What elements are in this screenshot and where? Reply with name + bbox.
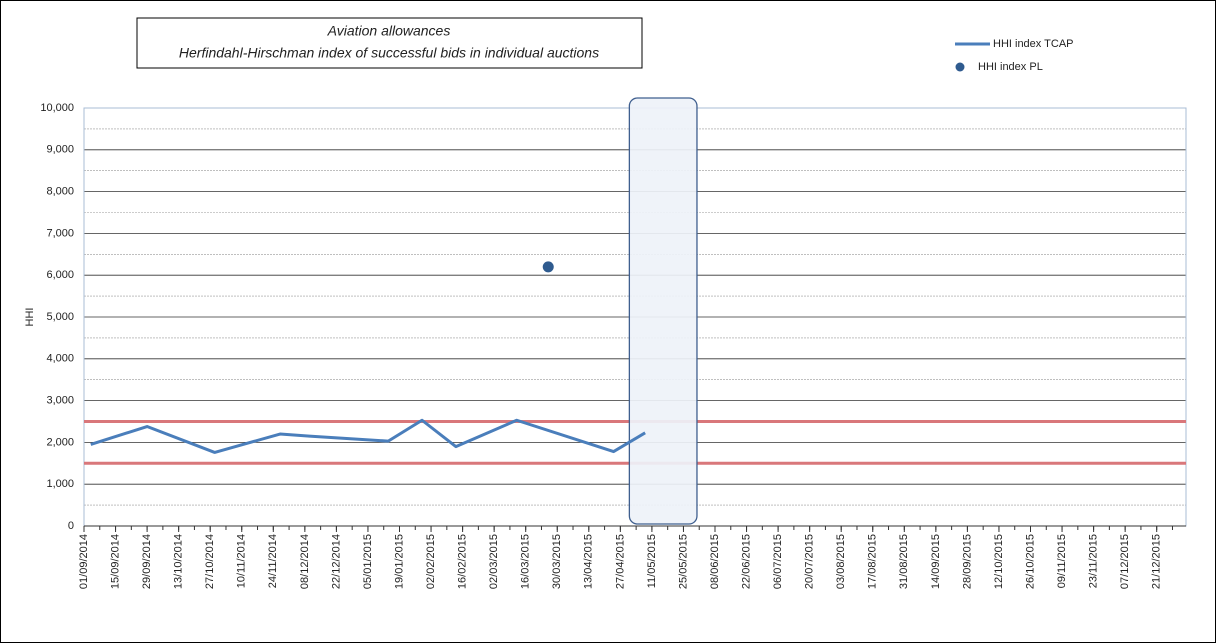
y-tick-label: 3,000 [46, 395, 74, 407]
y-axis-label: HHI [24, 308, 36, 327]
x-tick-label: 09/11/2015 [1056, 534, 1068, 588]
x-tick-label: 24/11/2014 [267, 534, 279, 588]
x-tick-label: 16/03/2015 [520, 534, 532, 589]
x-tick-label: 27/10/2014 [204, 534, 216, 589]
y-tick-label: 9,000 [46, 144, 74, 156]
y-tick-label: 4,000 [46, 353, 74, 365]
x-tick-label: 02/03/2015 [488, 534, 500, 589]
y-tick-label: 7,000 [46, 227, 74, 239]
y-tick-label: 1,000 [46, 478, 74, 490]
y-tick-label: 2,000 [46, 436, 74, 448]
x-tick-label: 23/11/2015 [1088, 534, 1100, 588]
x-tick-label: 27/04/2015 [614, 534, 626, 589]
x-tick-label: 16/02/2015 [457, 534, 469, 589]
x-tick-label: 22/12/2014 [330, 534, 342, 589]
x-tick-label: 03/08/2015 [835, 534, 847, 589]
y-tick-label: 10,000 [40, 102, 74, 114]
legend-label: HHI index PL [978, 61, 1043, 73]
chart-subtitle: Herfindahl-Hirschman index of successful… [179, 45, 599, 61]
x-tick-label: 10/11/2014 [236, 534, 248, 588]
x-tick-label: 12/10/2015 [993, 534, 1005, 589]
x-tick-label: 29/09/2014 [141, 534, 153, 589]
x-tick-label: 22/06/2015 [740, 534, 752, 589]
x-tick-label: 01/09/2014 [78, 534, 90, 589]
y-tick-label: 8,000 [46, 186, 74, 198]
x-tick-label: 21/12/2015 [1151, 534, 1163, 589]
x-tick-label: 20/07/2015 [804, 534, 816, 589]
data-point [542, 261, 554, 273]
chart-title: Aviation allowances [327, 23, 451, 39]
x-tick-label: 08/06/2015 [709, 534, 721, 589]
legend-label: HHI index TCAP [993, 38, 1074, 50]
x-tick-label: 13/04/2015 [583, 534, 595, 589]
highlight-box [628, 97, 698, 525]
x-tick-label: 06/07/2015 [772, 534, 784, 589]
y-tick-label: 6,000 [46, 269, 74, 281]
x-tick-label: 28/09/2015 [961, 534, 973, 589]
x-tick-label: 17/08/2015 [867, 534, 879, 589]
x-tick-label: 07/12/2015 [1119, 534, 1131, 589]
x-tick-label: 05/01/2015 [362, 534, 374, 589]
x-tick-label: 19/01/2015 [393, 534, 405, 589]
x-tick-label: 08/12/2014 [299, 534, 311, 589]
x-tick-label: 15/09/2014 [109, 534, 121, 589]
x-tick-label: 14/09/2015 [930, 534, 942, 589]
y-tick-label: 0 [68, 520, 74, 532]
x-tick-label: 26/10/2015 [1024, 534, 1036, 589]
title-box [136, 17, 643, 69]
x-tick-label: 30/03/2015 [551, 534, 563, 589]
x-tick-label: 11/05/2015 [646, 534, 658, 588]
y-tick-label: 5,000 [46, 311, 74, 323]
x-tick-label: 25/05/2015 [677, 534, 689, 589]
x-tick-label: 13/10/2014 [173, 534, 185, 589]
x-tick-label: 31/08/2015 [898, 534, 910, 589]
data-line [90, 418, 646, 454]
legend-swatch [955, 62, 965, 72]
x-tick-label: 02/02/2015 [425, 534, 437, 589]
